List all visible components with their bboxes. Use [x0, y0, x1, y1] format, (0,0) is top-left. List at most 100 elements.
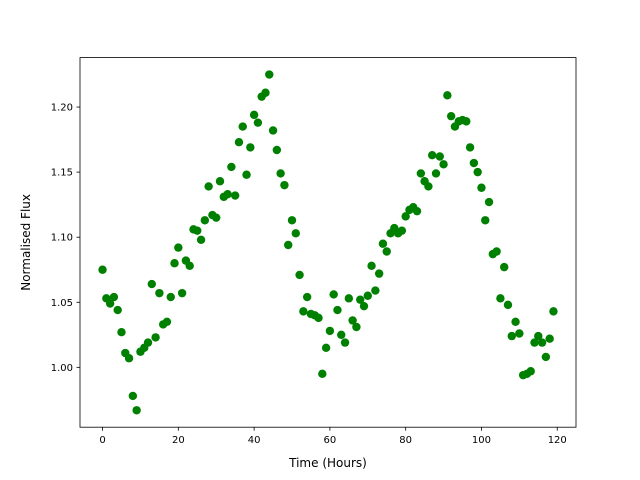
point [492, 247, 501, 256]
point [465, 143, 475, 152]
axes-frame [79, 57, 577, 428]
point [496, 294, 505, 303]
point [314, 313, 323, 323]
point [109, 292, 119, 302]
point [363, 291, 372, 300]
point [177, 288, 187, 298]
point [299, 307, 308, 316]
point [469, 158, 479, 168]
point [128, 391, 138, 401]
y-tick-label: 1.05 [51, 298, 73, 309]
point [268, 126, 278, 135]
point [352, 322, 361, 332]
point [193, 226, 202, 235]
point [401, 212, 410, 221]
point [170, 259, 179, 268]
point [428, 151, 437, 160]
point [333, 305, 342, 315]
point [481, 216, 490, 225]
point [462, 117, 471, 126]
point [416, 169, 426, 178]
point [117, 327, 126, 337]
point [534, 331, 543, 341]
point [265, 70, 274, 79]
x-axis-label: Time (Hours) [288, 456, 367, 470]
point [147, 279, 157, 289]
point [371, 286, 380, 295]
point [549, 307, 558, 316]
point [530, 338, 539, 347]
point [162, 317, 172, 326]
point [382, 247, 391, 256]
point [284, 240, 293, 250]
x-tick-label: 60 [324, 435, 337, 446]
point [359, 301, 369, 311]
point [503, 300, 513, 310]
x-tick-label: 80 [399, 435, 412, 446]
point [291, 229, 300, 238]
point [374, 269, 384, 278]
y-tick-label: 1.10 [51, 233, 73, 244]
point [227, 162, 236, 172]
point [185, 261, 194, 271]
point [507, 331, 516, 341]
point [230, 191, 240, 200]
point [238, 122, 247, 131]
point [261, 88, 270, 97]
point [302, 292, 312, 302]
x-tick-label: 100 [472, 435, 491, 446]
point [200, 216, 210, 225]
point [344, 294, 354, 303]
point [511, 317, 520, 326]
point [105, 299, 115, 308]
point [276, 169, 285, 178]
y-tick-label: 1.00 [51, 363, 73, 374]
point [537, 338, 547, 347]
point [132, 406, 141, 415]
point [337, 330, 346, 339]
point [397, 226, 407, 235]
point [295, 270, 304, 280]
point [439, 160, 448, 169]
point [435, 152, 444, 161]
point [318, 369, 327, 379]
point [484, 197, 494, 207]
point [515, 329, 524, 338]
point [473, 167, 482, 177]
point [367, 261, 376, 271]
y-tick-label: 1.20 [51, 103, 73, 114]
x-tick-label: 20 [172, 435, 185, 446]
point [443, 91, 452, 100]
point [541, 352, 551, 362]
x-tick-label: 40 [248, 435, 261, 446]
point [151, 333, 160, 342]
point [98, 265, 107, 274]
x-tick-label: 120 [548, 435, 567, 446]
point [223, 190, 232, 199]
point [378, 239, 388, 248]
point [280, 180, 289, 190]
point [246, 143, 255, 152]
point [124, 354, 134, 363]
point [234, 137, 244, 147]
point [272, 145, 282, 155]
point [155, 288, 164, 298]
point [249, 110, 259, 120]
point [424, 182, 433, 191]
point [196, 235, 206, 244]
point [348, 316, 357, 325]
point [499, 262, 509, 272]
y-tick-label: 1.15 [51, 168, 73, 179]
point [477, 183, 486, 192]
point [340, 338, 350, 347]
point [446, 111, 456, 121]
point [412, 206, 422, 216]
point [431, 169, 441, 178]
point [526, 367, 535, 376]
point [204, 182, 213, 191]
point [212, 213, 221, 222]
y-axis-label: Normalised Flux [19, 194, 33, 291]
point [215, 177, 225, 186]
